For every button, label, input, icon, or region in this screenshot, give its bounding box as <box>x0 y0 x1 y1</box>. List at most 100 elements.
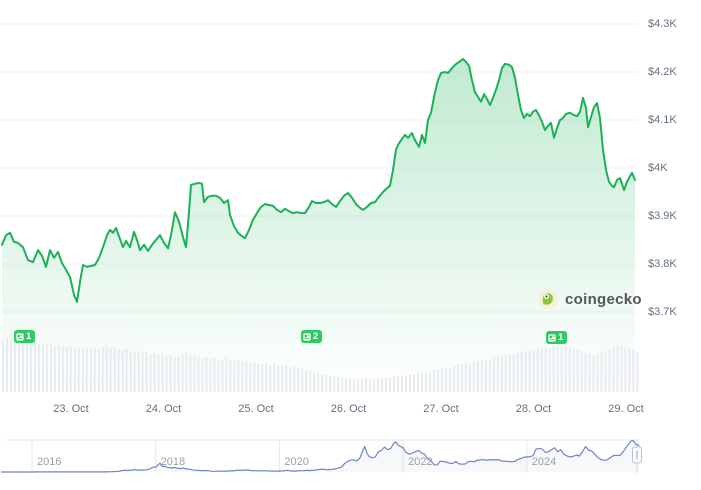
volume-bar <box>552 346 555 392</box>
news-icon <box>303 332 311 341</box>
volume-bar <box>281 366 284 392</box>
volume-bar <box>85 347 88 392</box>
volume-bar <box>436 369 439 392</box>
volume-bar <box>413 375 415 392</box>
volume-bar <box>241 362 244 392</box>
volume-bar <box>397 376 399 392</box>
x-axis-tick-label: 26. Oct <box>330 403 367 415</box>
volume-bar <box>93 348 96 392</box>
volume-bar <box>101 347 104 392</box>
volume-bar <box>524 351 527 392</box>
volume-bar <box>476 361 479 392</box>
volume-bar <box>464 363 467 392</box>
volume-bar <box>293 366 296 392</box>
volume-bar <box>600 353 603 392</box>
y-axis-tick-label: $4K <box>648 162 668 174</box>
volume-bar <box>145 352 148 392</box>
volume-bar <box>468 364 471 392</box>
volume-bar <box>592 355 595 392</box>
volume-bar <box>53 346 56 392</box>
volume-bar <box>612 347 615 392</box>
volume-bar <box>185 352 188 392</box>
coingecko-watermark: coingecko <box>537 288 642 310</box>
navigator-year-label: 2020 <box>284 456 309 468</box>
volume-bar <box>313 372 316 392</box>
volume-bar <box>10 339 12 392</box>
volume-bar <box>149 354 152 392</box>
volume-bar <box>337 377 340 392</box>
news-icon <box>16 332 24 341</box>
volume-bar <box>253 362 256 392</box>
volume-bar <box>548 348 551 392</box>
volume-bar <box>373 379 376 392</box>
volume-bar <box>361 379 364 392</box>
volume-bar <box>209 359 212 392</box>
volume-bar <box>141 353 144 392</box>
volume-bar <box>444 367 447 392</box>
volume-bar <box>560 346 563 392</box>
volume-bar <box>81 348 84 392</box>
volume-bar <box>389 378 391 392</box>
volume-bar <box>349 378 352 392</box>
volume-bar <box>129 351 132 392</box>
event-flag-badge[interactable]: 1 <box>546 331 568 344</box>
volume-bar <box>532 351 535 392</box>
volume-bar <box>169 355 172 392</box>
volume-bar <box>65 347 68 392</box>
volume-bar <box>421 372 423 392</box>
y-axis-tick-label: $3.8K <box>648 258 677 270</box>
volume-bar <box>77 347 80 392</box>
volume-bar <box>89 349 92 392</box>
volume-bar <box>161 354 164 392</box>
y-axis-tick-label: $3.7K <box>648 306 677 318</box>
volume-bar <box>113 347 116 392</box>
x-axis-tick-label: 24. Oct <box>145 403 182 415</box>
volume-bar <box>456 365 459 392</box>
volume-bar <box>341 377 344 392</box>
volume-bar <box>177 356 180 392</box>
x-axis-tick-label: 25. Oct <box>238 403 274 415</box>
volume-bar <box>480 360 483 392</box>
volume-bar <box>333 376 336 392</box>
y-axis-tick-label: $3.9K <box>648 210 677 222</box>
volume-bar <box>432 370 435 392</box>
event-flag-badge[interactable]: 2 <box>301 330 323 343</box>
volume-bar <box>29 343 32 392</box>
volume-bar <box>329 376 332 392</box>
volume-bar <box>357 379 360 392</box>
navigator-year-label: 2018 <box>160 456 186 468</box>
volume-bar <box>540 348 543 392</box>
event-count: 1 <box>26 331 32 342</box>
volume-bar <box>137 351 140 392</box>
volume-bar <box>25 341 28 392</box>
volume-bar <box>500 356 503 392</box>
volume-bar <box>229 360 232 392</box>
volume-bar <box>369 379 372 392</box>
volume-bar <box>18 340 20 392</box>
volume-bar <box>297 368 300 392</box>
volume-bar <box>133 352 136 392</box>
event-flag-badge[interactable]: 1 <box>14 330 36 343</box>
volume-bar <box>401 376 403 392</box>
volume-bar <box>544 347 547 392</box>
volume-bar <box>45 345 48 392</box>
volume-bar <box>596 354 599 392</box>
volume-bar <box>221 359 224 392</box>
volume-bar <box>405 375 407 392</box>
volume-bar <box>385 377 387 392</box>
volume-bar <box>448 368 451 392</box>
volume-bar <box>301 369 304 392</box>
x-axis-tick-label: 23. Oct <box>53 403 89 415</box>
volume-bar <box>193 356 196 392</box>
navigator-line[interactable] <box>1 440 640 473</box>
volume-bar <box>277 366 280 392</box>
volume-bar <box>165 356 168 392</box>
volume-bar <box>512 355 515 392</box>
price-line[interactable] <box>1 58 636 303</box>
volume-bar <box>121 350 124 392</box>
volume-bar <box>377 378 380 392</box>
volume-bar <box>37 344 40 392</box>
coingecko-gecko-icon <box>537 288 559 310</box>
